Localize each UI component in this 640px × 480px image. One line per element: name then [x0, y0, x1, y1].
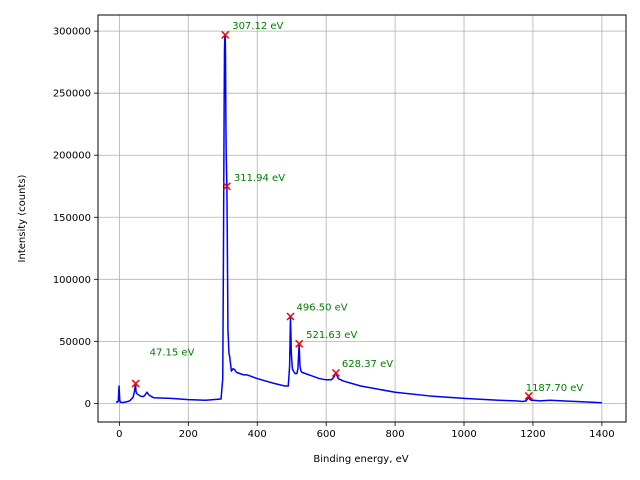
y-tick-label: 200000	[53, 151, 91, 162]
x-tick-label: 0	[116, 429, 122, 440]
x-tick-label: 1400	[589, 429, 614, 440]
peak-marker	[524, 391, 533, 400]
peak-marker	[222, 182, 231, 191]
grid-lines	[98, 15, 626, 422]
peak-marker	[331, 368, 340, 378]
x-tick-label: 1000	[451, 429, 476, 440]
y-tick-label: 150000	[53, 213, 91, 224]
plot-frame	[97, 14, 627, 423]
x-tick-label: 800	[386, 429, 405, 440]
y-tick-label: 0	[85, 399, 91, 410]
plot-area	[98, 15, 626, 422]
peak-marker	[131, 379, 140, 388]
peak-annotation-label: 307.12 eV	[232, 21, 283, 32]
y-tick-label: 50000	[59, 337, 91, 348]
peak-annotation-label: 47.15 eV	[150, 348, 195, 359]
peak-annotation-label: 521.63 eV	[306, 330, 357, 341]
peak-annotation-label: 1187.70 eV	[526, 383, 584, 394]
peak-annotations: 47.15 eV 307.12 eV 311.94 eV 496.50 eV 521.6…	[150, 21, 584, 394]
y-axis-label: Intensity (counts)	[17, 174, 28, 262]
peak-marker	[221, 30, 230, 39]
peak-annotation-label: 496.50 eV	[296, 303, 347, 314]
y-axis-ticks: 0 50000 100000 150000 200000 250000 300000	[53, 27, 98, 410]
y-tick-label: 250000	[53, 89, 91, 100]
peak-marker	[295, 339, 304, 348]
x-tick-label: 1200	[520, 429, 545, 440]
x-axis-ticks: 0 200 400 600 800 1000 1200 1400	[116, 422, 615, 440]
x-tick-label: 200	[179, 429, 198, 440]
x-tick-label: 600	[317, 429, 336, 440]
peak-markers	[131, 30, 533, 400]
x-axis-label: Binding energy, eV	[313, 454, 408, 465]
y-tick-label: 100000	[53, 275, 91, 286]
x-tick-label: 400	[248, 429, 267, 440]
peak-annotation-label: 628.37 eV	[342, 359, 393, 370]
peak-annotation-label: 311.94 eV	[234, 173, 285, 184]
peak-marker	[286, 312, 295, 321]
y-tick-label: 300000	[53, 27, 91, 38]
